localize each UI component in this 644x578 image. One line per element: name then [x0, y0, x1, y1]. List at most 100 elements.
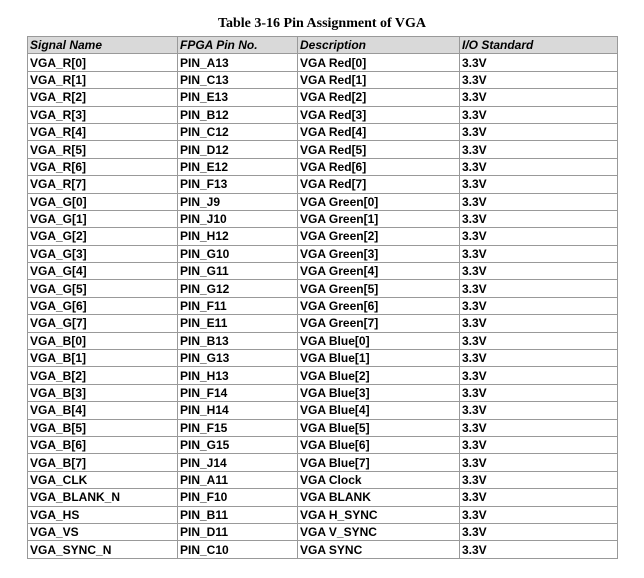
table-cell: 3.3V [459, 488, 618, 507]
table-cell: 3.3V [459, 122, 618, 142]
table-cell: PIN_C13 [177, 70, 298, 90]
table-cell: VGA Red[3] [297, 105, 460, 124]
table-cell: VGA Red[5] [297, 140, 460, 159]
table-cell: 3.3V [459, 53, 618, 72]
table-row: VGA_R[0] PIN_A13 VGA Red[0] 3.3V [27, 53, 618, 72]
table-row: VGA_B[0] PIN_B13 VGA Blue[0] 3.3V [27, 331, 618, 351]
table-cell: 3.3V [459, 540, 618, 559]
table-cell: PIN_G15 [177, 435, 298, 455]
table-cell: VGA_G[7] [27, 314, 178, 333]
table-title: Table 3-16 Pin Assignment of VGA [217, 16, 427, 31]
table-cell: PIN_G10 [177, 244, 298, 264]
table-cell: PIN_F13 [177, 175, 298, 194]
table-cell: PIN_J10 [177, 209, 298, 229]
table-cell: VGA Blue[3] [297, 383, 460, 403]
table-cell: VGA Red[2] [297, 88, 460, 107]
table-cell: VGA Green[1] [297, 209, 460, 229]
table-cell: VGA_R[1] [27, 70, 178, 90]
table-cell: VGA SYNC [297, 540, 460, 559]
table-cell: 3.3V [459, 331, 618, 351]
table-cell: PIN_G11 [177, 262, 298, 281]
table-row: VGA_BLANK_N PIN_F10 VGA BLANK 3.3V [27, 488, 618, 507]
table-cell: PIN_D11 [177, 522, 298, 542]
table-cell: VGA_R[4] [27, 122, 178, 142]
table-row: VGA_R[7] PIN_F13 VGA Red[7] 3.3V [27, 175, 618, 194]
table-cell: VGA Green[3] [297, 244, 460, 264]
table-cell: VGA_B[1] [27, 349, 178, 368]
table-cell: VGA Blue[4] [297, 401, 460, 420]
table-row: VGA_R[1] PIN_C13 VGA Red[1] 3.3V [27, 70, 618, 90]
table-cell: PIN_A11 [177, 470, 298, 490]
table-cell: 3.3V [459, 470, 618, 490]
table-cell: 3.3V [459, 88, 618, 107]
table-cell: VGA_R[6] [27, 157, 178, 177]
table-cell: VGA BLANK [297, 488, 460, 507]
table-row: VGA_G[1] PIN_J10 VGA Green[1] 3.3V [27, 209, 618, 229]
table-cell: VGA Blue[6] [297, 435, 460, 455]
table-cell: PIN_E13 [177, 88, 298, 107]
table-cell: VGA Green[6] [297, 296, 460, 316]
table-cell: 3.3V [459, 366, 618, 385]
table-cell: 3.3V [459, 70, 618, 90]
table-cell: PIN_E12 [177, 157, 298, 177]
table-cell: PIN_F10 [177, 488, 298, 507]
table-row: VGA_SYNC_N PIN_C10 VGA SYNC 3.3V [27, 540, 618, 559]
table-cell: VGA Green[0] [297, 192, 460, 211]
table-cell: 3.3V [459, 349, 618, 368]
table-cell: VGA_G[0] [27, 192, 178, 211]
table-cell: VGA_SYNC_N [27, 540, 178, 559]
table-cell: 3.3V [459, 140, 618, 159]
table-cell: VGA_BLANK_N [27, 488, 178, 507]
table-cell: 3.3V [459, 175, 618, 194]
table-cell: PIN_D12 [177, 140, 298, 159]
table-cell: 3.3V [459, 157, 618, 177]
table-cell: 3.3V [459, 262, 618, 281]
table-cell: VGA_B[4] [27, 401, 178, 420]
header-cell: I/O Standard [459, 35, 618, 55]
table-cell: 3.3V [459, 505, 618, 524]
table-cell: VGA_HS [27, 505, 178, 524]
table-cell: PIN_J9 [177, 192, 298, 211]
table-cell: 3.3V [459, 209, 618, 229]
table-row: VGA_G[6] PIN_F11 VGA Green[6] 3.3V [27, 296, 618, 316]
table-cell: PIN_B12 [177, 105, 298, 124]
table-cell: PIN_A13 [177, 53, 298, 72]
table-cell: 3.3V [459, 401, 618, 420]
table-cell: VGA Red[4] [297, 122, 460, 142]
table-row: VGA_G[3] PIN_G10 VGA Green[3] 3.3V [27, 244, 618, 264]
table-cell: VGA_G[3] [27, 244, 178, 264]
table-cell: VGA Red[0] [297, 53, 460, 72]
table-row: VGA_G[7] PIN_E11 VGA Green[7] 3.3V [27, 314, 618, 333]
table-cell: VGA Green[4] [297, 262, 460, 281]
table-cell: 3.3V [459, 227, 618, 246]
table-cell: VGA Green[5] [297, 279, 460, 298]
table-cell: 3.3V [459, 383, 618, 403]
table-cell: VGA_B[5] [27, 418, 178, 437]
table-row: VGA_CLK PIN_A11 VGA Clock 3.3V [27, 470, 618, 490]
table-row: VGA_G[4] PIN_G11 VGA Green[4] 3.3V [27, 262, 618, 281]
table-cell: VGA Red[6] [297, 157, 460, 177]
table-cell: VGA_R[2] [27, 88, 178, 107]
table-cell: VGA Green[7] [297, 314, 460, 333]
table-cell: VGA_G[4] [27, 262, 178, 281]
table-cell: VGA_B[2] [27, 366, 178, 385]
table-cell: VGA_R[7] [27, 175, 178, 194]
table-cell: 3.3V [459, 418, 618, 437]
table-row: VGA_R[4] PIN_C12 VGA Red[4] 3.3V [27, 122, 618, 142]
table-cell: VGA_G[2] [27, 227, 178, 246]
table-cell: VGA Red[7] [297, 175, 460, 194]
table-cell: PIN_E11 [177, 314, 298, 333]
table-row: VGA_R[2] PIN_E13 VGA Red[2] 3.3V [27, 88, 618, 107]
table-row: VGA_B[1] PIN_G13 VGA Blue[1] 3.3V [27, 349, 618, 368]
table-cell: PIN_C12 [177, 122, 298, 142]
table-cell: VGA_G[5] [27, 279, 178, 298]
table-cell: VGA_B[6] [27, 435, 178, 455]
table-row: VGA_G[5] PIN_G12 VGA Green[5] 3.3V [27, 279, 618, 298]
table-cell: PIN_B11 [177, 505, 298, 524]
table-cell: PIN_B13 [177, 331, 298, 351]
table-row: VGA_B[6] PIN_G15 VGA Blue[6] 3.3V [27, 435, 618, 455]
table-cell: PIN_H13 [177, 366, 298, 385]
table-cell: 3.3V [459, 105, 618, 124]
table-cell: VGA_G[1] [27, 209, 178, 229]
table-row: VGA_R[5] PIN_D12 VGA Red[5] 3.3V [27, 140, 618, 159]
